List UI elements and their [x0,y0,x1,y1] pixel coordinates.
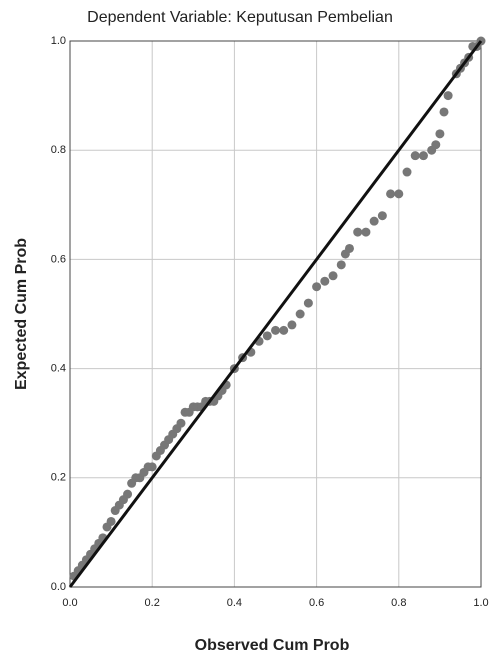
point [337,260,346,269]
point [403,168,412,177]
point [431,140,440,149]
point [312,282,321,291]
y-tick-label: 0.2 [51,472,66,484]
point [353,228,362,237]
x-tick-label: 0.8 [391,597,406,609]
point [386,189,395,198]
x-axis-label: Observed Cum Prob [195,637,350,654]
y-axis-label: Expected Cum Prob [13,238,30,390]
point [378,211,387,220]
x-tick-label: 0.0 [62,597,77,609]
point [123,490,132,499]
point [176,419,185,428]
point [296,310,305,319]
point [287,320,296,329]
x-tick-label: 0.6 [309,597,324,609]
point [320,277,329,286]
point [411,151,420,160]
point [107,517,116,526]
point [394,189,403,198]
point [329,271,338,280]
y-tick-label: 1.0 [51,35,66,47]
x-tick-label: 0.4 [227,597,242,609]
chart: Dependent Variable: Keputusan Pembelian … [0,0,492,659]
chart-title: Dependent Variable: Keputusan Pembelian [87,9,393,26]
y-tick-label: 0.0 [51,581,66,593]
x-tick-label: 1.0 [473,597,488,609]
y-tick-label: 0.6 [51,253,66,265]
point [279,326,288,335]
point [440,107,449,116]
x-tick-label: 0.2 [145,597,160,609]
y-tick-label: 0.8 [51,144,66,156]
point [361,228,370,237]
point [419,151,428,160]
point [345,244,354,253]
y-tick-label: 0.4 [51,363,66,375]
point [271,326,280,335]
point [148,462,157,471]
point [444,91,453,100]
point [370,217,379,226]
point [435,129,444,138]
background [0,0,492,659]
point [304,299,313,308]
point [263,331,272,340]
